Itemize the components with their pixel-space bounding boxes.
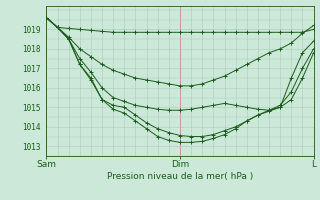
X-axis label: Pression niveau de la mer( hPa ): Pression niveau de la mer( hPa ) <box>107 172 253 181</box>
